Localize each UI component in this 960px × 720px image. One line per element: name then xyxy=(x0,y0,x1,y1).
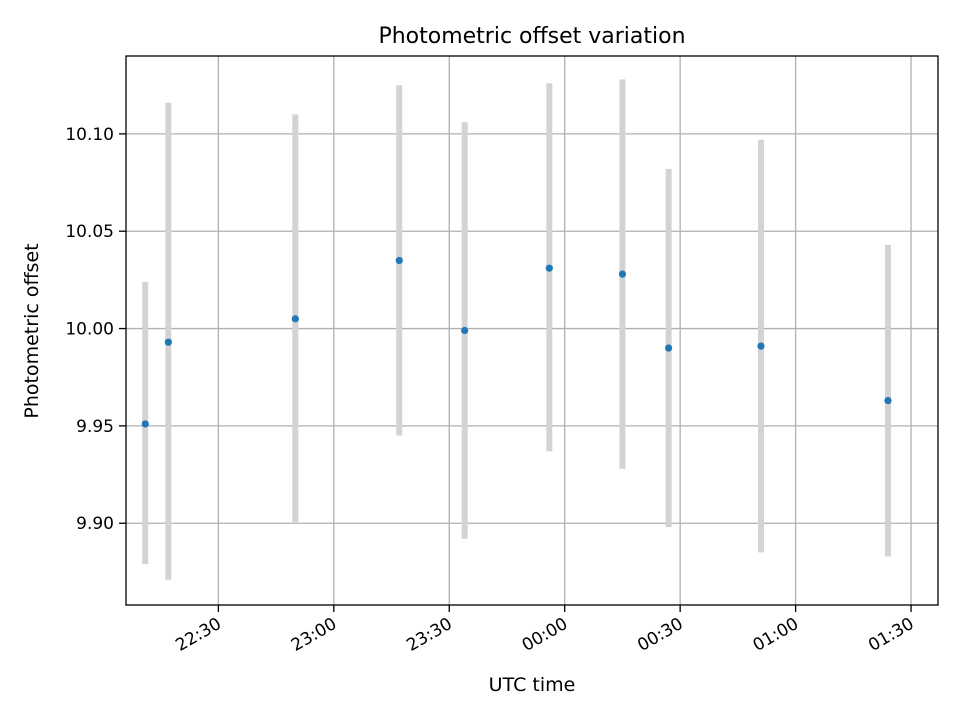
data-point xyxy=(141,420,149,428)
y-tick-label: 9.95 xyxy=(76,417,114,437)
data-point xyxy=(461,326,469,335)
x-axis-label: UTC time xyxy=(489,674,576,696)
chart-title: Photometric offset variation xyxy=(378,24,685,49)
plot-frame xyxy=(125,55,939,606)
grid-lines xyxy=(126,56,938,605)
data-point xyxy=(395,256,403,265)
data-point xyxy=(164,338,172,346)
plot-marks xyxy=(141,79,892,580)
y-tick-label: 10.05 xyxy=(65,222,114,242)
y-tick-label: 9.90 xyxy=(76,514,114,534)
data-point xyxy=(884,396,892,405)
data-point xyxy=(757,342,765,350)
data-point xyxy=(291,315,299,323)
data-point xyxy=(545,264,553,272)
y-tick-label: 10.10 xyxy=(65,125,114,145)
data-point xyxy=(665,344,673,352)
y-axis-ticks: 9.90 9.95 10.00 10.05 10.10 xyxy=(65,125,126,534)
y-axis-label: Photometric offset xyxy=(21,243,43,418)
y-tick-label: 10.00 xyxy=(65,320,114,340)
data-point xyxy=(618,270,627,278)
